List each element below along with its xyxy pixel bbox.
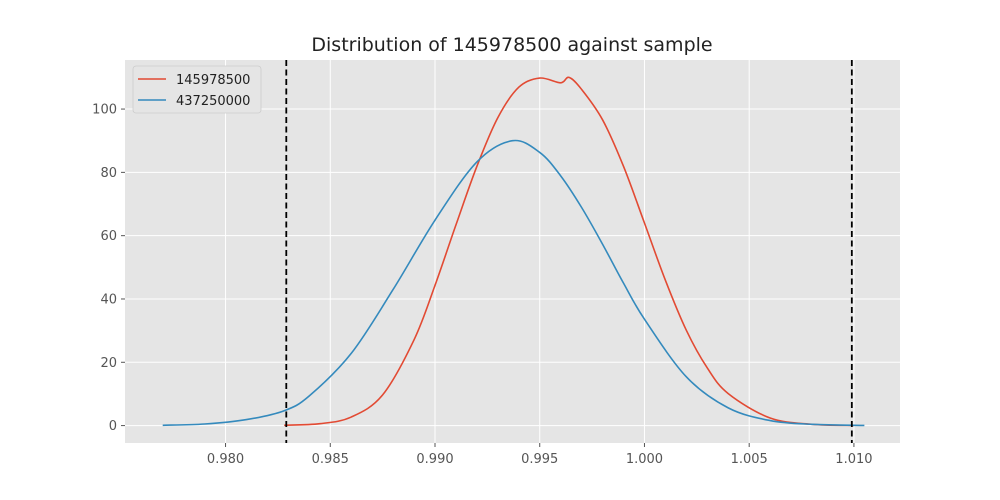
legend-box [132,65,262,114]
reference-lines [285,60,853,443]
y-tick-label: 0 [109,419,117,434]
series-line-2 [162,139,865,427]
x-tick-label: 1.005 [731,452,768,467]
y-tick-label: 20 [100,356,117,371]
legend-label-series-2: 437250000 [176,94,250,109]
chart-title: Distribution of 145978500 against sample [311,34,712,56]
y-tick-label: 40 [100,292,117,307]
legend[interactable]: 145978500 437250000 [132,65,262,114]
x-tick-label: 0.995 [521,452,558,467]
y-tick-label: 80 [100,166,117,181]
series-layer [162,76,865,427]
x-tick-label: 0.985 [312,452,349,467]
x-tick-label: 1.010 [835,452,872,467]
series-line-1 [284,76,854,427]
x-tick-label: 1.000 [626,452,663,467]
x-tick-label: 0.990 [416,452,453,467]
y-axis: 0 20 40 60 80 100 [92,103,125,434]
legend-label-series-1: 145978500 [176,73,250,88]
x-tick-label: 0.980 [207,452,244,467]
gridlines [125,60,900,443]
plot-area [125,60,900,443]
y-tick-label: 100 [92,103,117,118]
y-tick-label: 60 [100,229,117,244]
x-axis: 0.980 0.985 0.990 0.995 1.000 1.005 1.010 [207,443,873,467]
